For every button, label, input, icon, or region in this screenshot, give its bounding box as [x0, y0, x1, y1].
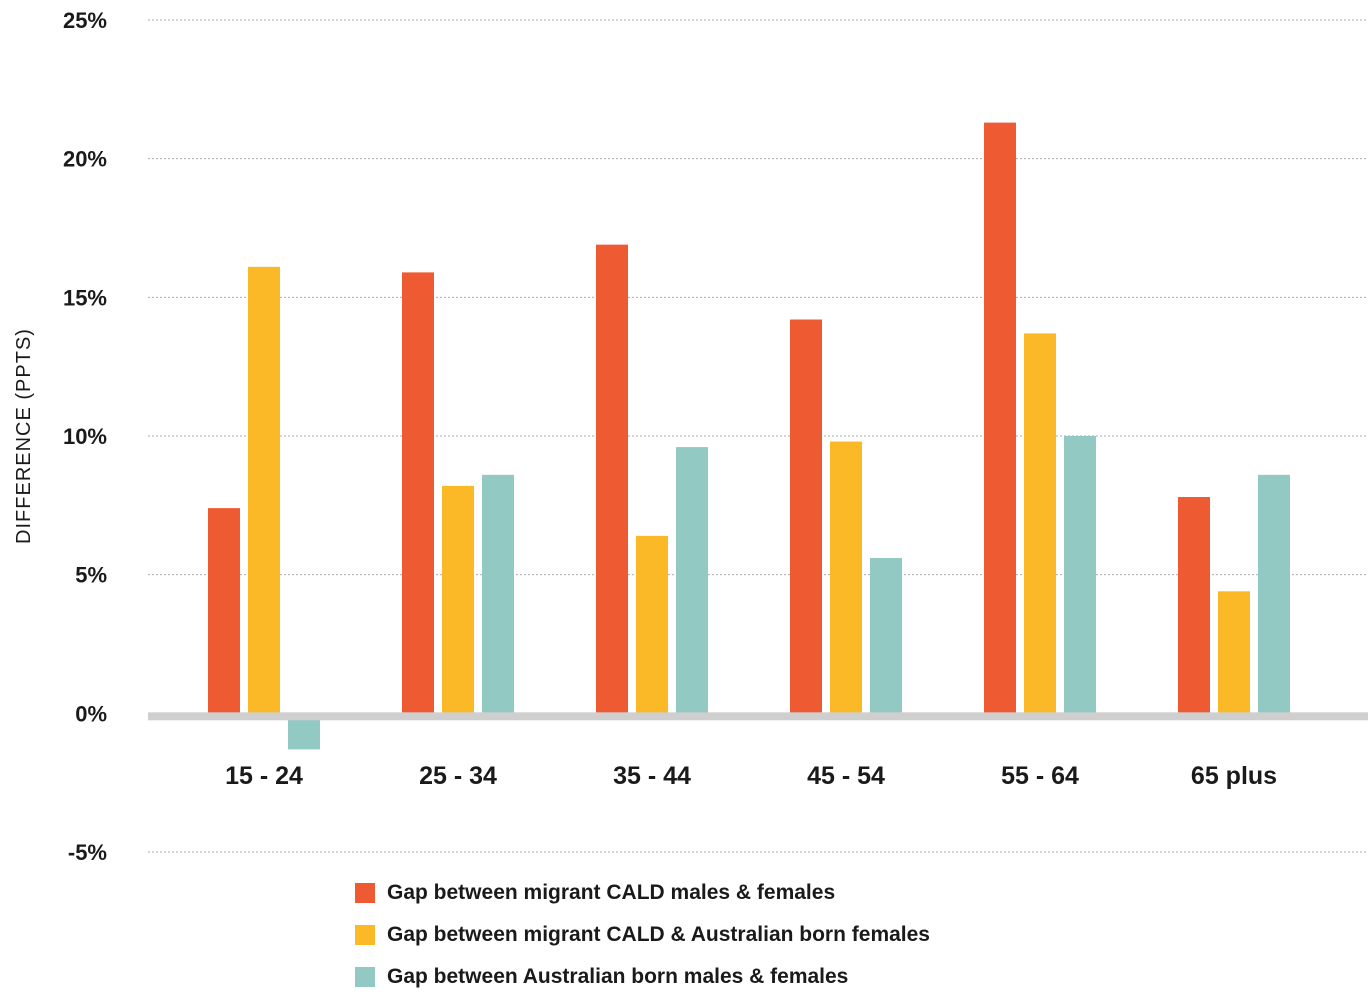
zero-baseline	[148, 712, 1368, 721]
y-tick-label: 25%	[63, 8, 107, 33]
bar	[984, 122, 1016, 714]
bar	[1064, 436, 1096, 714]
bar	[830, 441, 862, 714]
y-tick-label: 15%	[63, 285, 107, 310]
bar	[1024, 333, 1056, 714]
y-tick-label: 10%	[63, 424, 107, 449]
legend-item-0: Gap between migrant CALD males & females	[355, 872, 930, 914]
legend: Gap between migrant CALD males & females…	[355, 872, 930, 998]
bar	[208, 508, 240, 714]
y-tick-label: 20%	[63, 147, 107, 172]
bars	[208, 122, 1290, 750]
bar	[482, 474, 514, 714]
bar	[1218, 591, 1250, 714]
gridlines	[148, 19, 1368, 853]
legend-label-1: Gap between migrant CALD & Australian bo…	[387, 923, 930, 946]
bar	[1258, 474, 1290, 714]
y-axis-title: DIFFERENCE (PPTS)	[13, 328, 35, 544]
bar	[790, 319, 822, 714]
bar	[636, 535, 668, 714]
legend-swatch-0	[355, 883, 375, 903]
x-category-label: 65 plus	[1191, 762, 1277, 790]
legend-swatch-2	[355, 967, 375, 987]
bar	[248, 266, 280, 714]
y-axis-ticks: 25% 20% 15% 10% 5% 0% -5%	[63, 8, 107, 865]
x-category-label: 25 - 34	[419, 762, 497, 790]
legend-item-2: Gap between Australian born males & fema…	[355, 956, 930, 998]
legend-label-2: Gap between Australian born males & fema…	[387, 965, 849, 988]
x-category-label: 45 - 54	[807, 762, 885, 790]
x-axis-categories: 15 - 24 25 - 34 35 - 44 45 - 54 55 - 64 65 pl…	[225, 762, 1277, 790]
x-category-label: 55 - 64	[1001, 762, 1079, 790]
legend-swatch-1	[355, 925, 375, 945]
legend-item-1: Gap between migrant CALD & Australian bo…	[355, 914, 930, 956]
y-tick-label: -5%	[68, 840, 107, 865]
bar	[676, 447, 708, 714]
bar	[870, 558, 902, 714]
y-tick-label: 5%	[75, 563, 107, 588]
y-tick-label: 0%	[75, 701, 107, 726]
bar	[442, 485, 474, 714]
bar	[1178, 497, 1210, 714]
zero-line	[148, 712, 1368, 721]
bar	[596, 244, 628, 714]
x-category-label: 35 - 44	[613, 762, 691, 790]
bar	[402, 272, 434, 714]
legend-label-0: Gap between migrant CALD males & females	[387, 881, 836, 904]
x-category-label: 15 - 24	[225, 762, 303, 790]
